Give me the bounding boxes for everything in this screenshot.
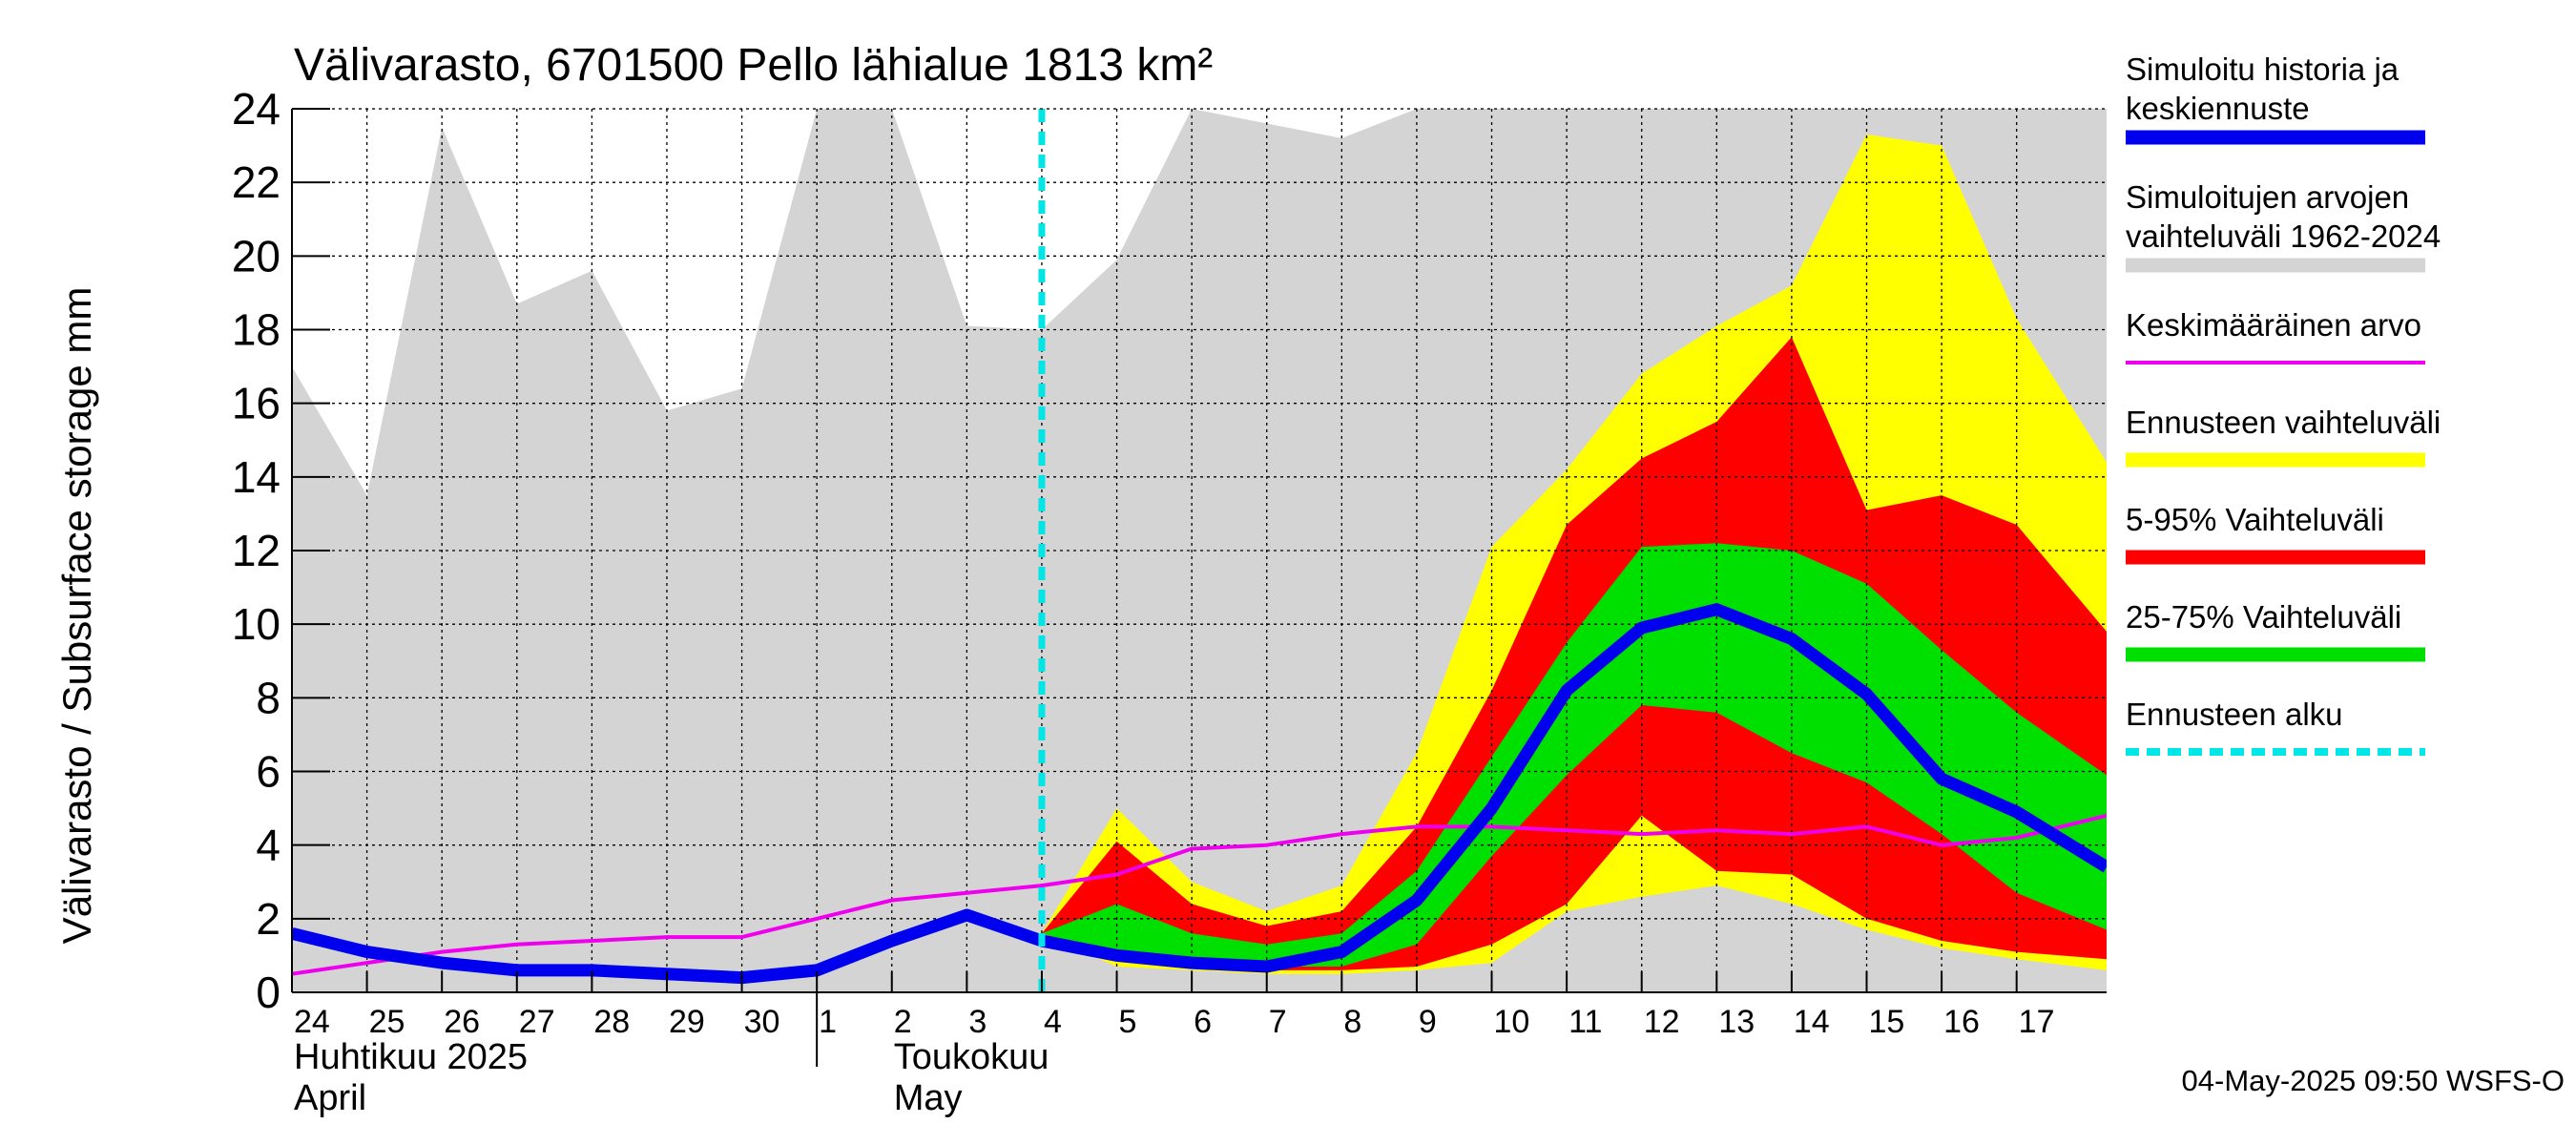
y-tick-label-12: 24 [232, 84, 280, 134]
month-label-1: Toukokuu [894, 1037, 1049, 1077]
timestamp-label: 04-May-2025 09:50 WSFS-O [2182, 1064, 2565, 1097]
legend-label-5: 25-75% Vaihteluväli [2126, 599, 2401, 635]
series-line-keskim-r-inen-arvo [292, 813, 2107, 976]
x-tick-label-3: 27 [519, 1004, 555, 1040]
y-tick-label-8: 16 [232, 379, 280, 428]
x-tick-label-10: 4 [1044, 1004, 1062, 1040]
x-tick-label-22: 16 [1943, 1004, 1980, 1040]
y-axis-label: Välivarasto / Subsurface storage mm [54, 287, 99, 945]
y-tick-label-1: 2 [256, 894, 280, 944]
x-tick-label-23: 17 [2019, 1004, 2055, 1040]
y-tick-label-11: 22 [232, 157, 280, 207]
y-tick-label-4: 8 [256, 673, 280, 722]
legend-label-2: Keskimääräinen arvo [2126, 307, 2421, 343]
band-25-75-vaihteluv-li [1042, 543, 2107, 967]
x-tick-label-21: 15 [1868, 1004, 1904, 1040]
series-line-simuloitu-historia-ja-keskiennuste [292, 603, 2107, 985]
legend-label-0-line2: keskiennuste [2126, 91, 2310, 126]
x-tick-label-12: 6 [1194, 1004, 1212, 1040]
x-tick-label-15: 9 [1419, 1004, 1437, 1040]
x-tick-label-18: 12 [1644, 1004, 1680, 1040]
legend-label-1-line2: vaihteluväli 1962-2024 [2126, 219, 2441, 254]
x-tick-label-1: 25 [369, 1004, 405, 1040]
y-tick-label-9: 18 [232, 305, 280, 355]
x-tick-label-9: 3 [968, 1004, 987, 1040]
x-tick-label-20: 14 [1794, 1004, 1830, 1040]
y-tick-label-0: 0 [256, 968, 280, 1017]
x-tick-label-4: 28 [593, 1004, 630, 1040]
y-tick-label-6: 12 [232, 526, 280, 575]
x-tick-label-7: 1 [819, 1004, 837, 1040]
x-tick-label-5: 29 [669, 1004, 705, 1040]
x-tick-label-6: 30 [744, 1004, 780, 1040]
legend: Simuloitu historia ja keskiennuste Simuloi… [2126, 52, 2441, 756]
x-tick-label-13: 7 [1269, 1004, 1287, 1040]
x-tick-label-17: 11 [1568, 1004, 1602, 1040]
x-tick-label-14: 8 [1343, 1004, 1361, 1040]
x-tick-label-19: 13 [1718, 1004, 1755, 1040]
y-tick-label-5: 10 [232, 599, 280, 649]
y-tick-label-7: 14 [232, 452, 280, 502]
x-tick-label-8: 2 [894, 1004, 912, 1040]
x-tick-label-16: 10 [1494, 1004, 1530, 1040]
y-tick-label-2: 4 [256, 821, 280, 870]
x-tick-label-2: 26 [444, 1004, 480, 1040]
x-tick-label-0: 24 [294, 1004, 330, 1040]
y-tick-label-3: 6 [256, 747, 280, 797]
month-label-0: Huhtikuu 2025 [294, 1037, 528, 1077]
plot-area [292, 109, 2107, 992]
chart-title: Välivarasto, 6701500 Pello lähialue 1813… [294, 40, 1213, 91]
y-tick-label-10: 20 [232, 231, 280, 281]
legend-label-0: Simuloitu historia ja [2126, 52, 2399, 87]
month-label-en-1: May [894, 1078, 963, 1118]
legend-label-1: Simuloitujen arvojen [2126, 179, 2409, 215]
legend-label-6: Ennusteen alku [2126, 697, 2343, 732]
x-tick-label-11: 5 [1119, 1004, 1137, 1040]
month-label-en-0: April [294, 1078, 366, 1118]
plot-content [292, 109, 2107, 992]
legend-label-3: Ennusteen vaihteluväli [2126, 405, 2441, 440]
legend-label-4: 5-95% Vaihteluväli [2126, 502, 2384, 537]
